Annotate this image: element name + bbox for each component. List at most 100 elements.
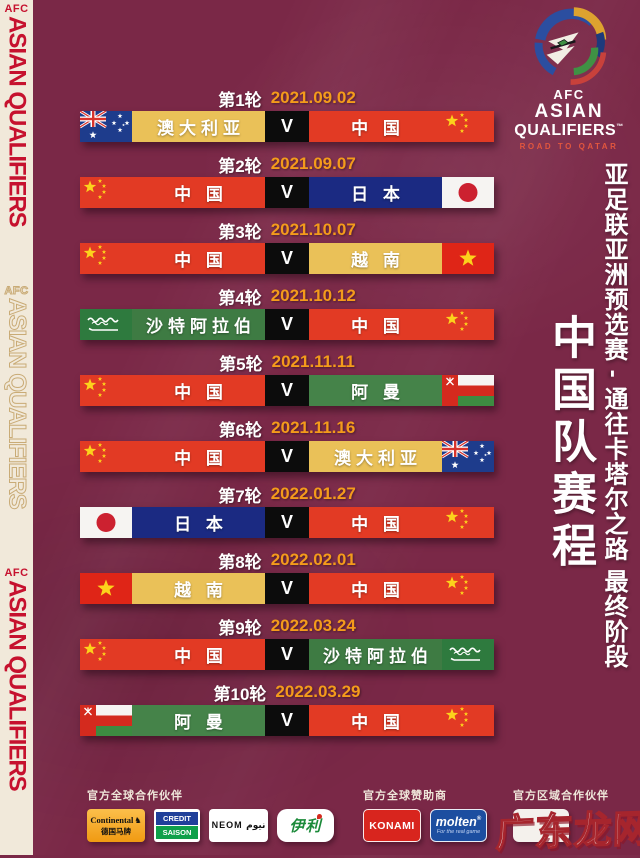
afc-label: AFC [4,3,29,15]
japan-flag-icon [80,507,132,538]
regional-partner-logo [513,809,569,842]
match-bar: 中 国 V 澳大利亚 [80,441,494,472]
round-label: 第2轮 [218,156,262,176]
saison-wordmark: SAISON [156,826,198,839]
vs-label: V [265,639,309,670]
credit-saison-logo: CREDIT SAISON [154,809,200,842]
team-name-right: 中 国 [309,573,442,604]
round-header: 第3轮 2021.10.07 [218,217,356,243]
japan-flag-icon [442,177,494,208]
round-date: 2021.10.12 [270,286,356,305]
team-name-right: 沙特阿拉伯 [309,639,442,670]
banner-segment-bottom: AFC ASIAN QUALIFIERS [0,567,33,791]
round-header: 第7轮 2022.01.27 [218,481,356,507]
sponsor-group-label: 官方全球赞助商 [363,790,447,802]
round-date: 2021.09.07 [270,154,356,173]
team-name-left: 越 南 [132,573,265,604]
team-name-right: 中 国 [309,507,442,538]
vietnam-flag-icon [80,573,132,604]
match-round: 第4轮 2021.10.12 沙特阿拉伯 V 中 国 [80,283,494,349]
left-banner: AFC ASIAN QUALIFIERS AFC ASIAN QUALIFIER… [0,0,33,855]
china-flag-icon [80,375,132,406]
continental-logo: Continental ♞ 德国马牌 [87,809,145,842]
neom-wordmark: NEOM نيوم [211,820,266,830]
vs-label: V [265,243,309,274]
asian-qualifiers-label: ASIAN QUALIFIERS [3,580,31,791]
china-flag-icon [80,639,132,670]
konami-logo: KONAMI [363,809,421,842]
banner-segment-middle: AFC ASIAN QUALIFIERS [0,285,33,510]
logo-asian-text: ASIAN [534,101,604,122]
china-flag-icon [442,507,494,538]
vs-label: V [265,507,309,538]
match-round: 第1轮 2021.09.02 澳大利亚 V 中 国 [80,85,494,151]
team-name-right: 中 国 [309,705,442,736]
team-name-left: 日 本 [132,507,265,538]
yili-accent-mark [317,814,322,819]
oman-flag-icon [80,705,132,736]
yili-logo: 伊利 [277,809,334,842]
logo-afc-text: AFC [553,87,585,102]
match-bar: 澳大利亚 V 中 国 [80,111,494,142]
watermark: 广东龙网 [494,807,640,856]
sponsor-group-label: 官方全球合作伙伴 [87,790,183,802]
round-date: 2021.11.16 [271,418,356,437]
round-label: 第10轮 [213,684,267,704]
round-date: 2022.03.24 [270,616,356,635]
afc-label: AFC [4,567,29,579]
match-bar: 沙特阿拉伯 V 中 国 [80,309,494,340]
molten-wordmark: molten [435,814,477,829]
team-name-left: 中 国 [132,375,265,406]
round-label: 第9轮 [218,618,262,638]
asian-qualifiers-label: ASIAN QUALIFIERS [3,298,31,510]
team-name-left: 中 国 [132,177,265,208]
continental-wordmark: Continental [90,814,134,825]
china-flag-icon [442,111,494,142]
china-flag-icon [442,309,494,340]
team-name-right: 中 国 [309,111,442,142]
round-date: 2022.01.27 [270,484,356,503]
round-date: 2021.10.07 [270,220,356,239]
vs-label: V [265,573,309,604]
match-round: 第6轮 2021.11.16 中 国 V 澳大利亚 [80,415,494,481]
vietnam-flag-icon [442,243,494,274]
vs-label: V [265,177,309,208]
china-flag-icon [442,705,494,736]
neom-logo: NEOM نيوم [209,809,268,842]
afc-label: AFC [4,285,29,298]
round-label: 第4轮 [218,288,262,308]
round-date: 2022.02.01 [270,550,356,569]
round-header: 第8轮 2022.02.01 [218,547,356,573]
china-schedule-title-vertical: 中国队赛程 [545,314,596,574]
team-name-right: 澳大利亚 [309,441,442,472]
team-name-left: 阿 曼 [132,705,265,736]
team-name-left: 澳大利亚 [132,111,265,142]
logo-qualifiers-text: QUALIFIERS™ [502,122,636,140]
oman-flag-icon [442,375,494,406]
australia-flag-icon [442,441,494,472]
molten-tagline: For the real game [436,829,481,836]
vs-label: V [265,111,309,142]
logo-qualifiers-word: QUALIFIERS [514,121,617,139]
qualifiers-emblem-icon [534,7,607,85]
qualifiers-subtitle-vertical: 亚足联亚洲预选赛 - 通往卡塔尔之路 最终阶段 [600,162,627,669]
team-name-right: 日 本 [309,177,442,208]
australia-flag-icon [80,111,132,142]
vs-label: V [265,705,309,736]
trademark-symbol: ™ [616,123,624,131]
konami-wordmark: KONAMI [369,819,415,832]
saudi-flag-icon [80,309,132,340]
team-name-left: 沙特阿拉伯 [132,309,265,340]
vs-label: V [265,441,309,472]
sponsor-group-label: 官方区域合作伙伴 [513,790,609,802]
china-flag-icon [80,177,132,208]
horse-icon: ♞ [134,815,142,825]
